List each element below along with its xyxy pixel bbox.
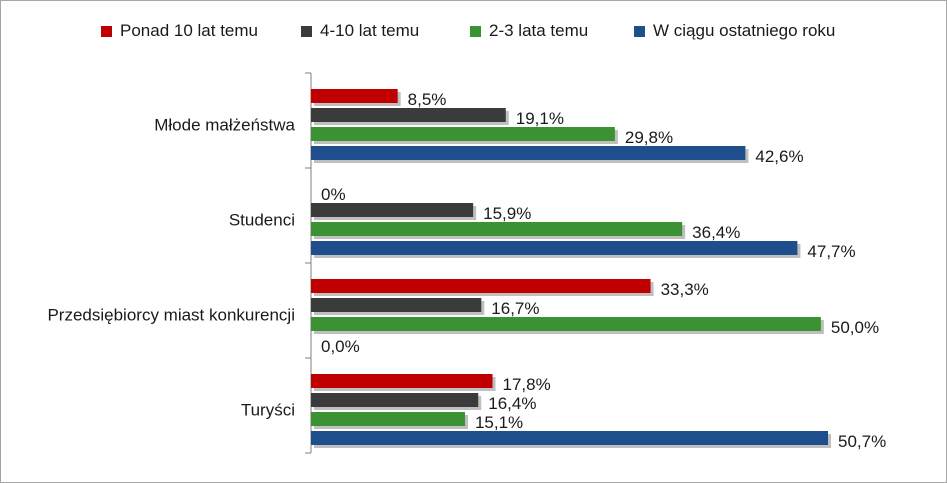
data-label: 47,7% (807, 242, 855, 261)
data-label: 15,9% (483, 204, 531, 223)
data-label: 50,7% (838, 432, 886, 451)
legend-label: 4-10 lat temu (320, 21, 420, 40)
data-label: 42,6% (755, 147, 803, 166)
data-label: 0% (321, 185, 346, 204)
bar (311, 412, 465, 426)
bar (311, 146, 746, 160)
bar (311, 241, 798, 255)
bar (311, 317, 821, 331)
data-label: 19,1% (516, 109, 564, 128)
bar (311, 108, 506, 122)
bar (311, 203, 474, 217)
bar (311, 393, 479, 407)
data-label: 15,1% (475, 413, 523, 432)
data-label: 17,8% (503, 375, 551, 394)
category-label: Młode małżeństwa (154, 116, 295, 135)
data-label: 16,4% (488, 394, 536, 413)
legend-item-2-3-lata: 2-3 lata temu (470, 21, 588, 41)
data-label: 8,5% (408, 90, 447, 109)
bar (311, 431, 828, 445)
category-label: Turyści (241, 401, 295, 420)
bar (311, 298, 482, 312)
data-label: 29,8% (625, 128, 673, 147)
legend-item-ostatni-rok: W ciągu ostatniego roku (634, 21, 835, 41)
bar (311, 127, 615, 141)
legend-swatch (101, 25, 112, 37)
data-label: 0,0% (321, 337, 360, 356)
legend-label: 2-3 lata temu (489, 21, 589, 40)
legend-swatch (301, 25, 312, 37)
legend-item-ponad-10-lat: Ponad 10 lat temu (101, 21, 258, 41)
legend-swatch (634, 25, 645, 37)
data-label: 33,3% (661, 280, 709, 299)
legend-label: Ponad 10 lat temu (120, 21, 258, 40)
data-label: 50,0% (831, 318, 879, 337)
data-label: 16,7% (491, 299, 539, 318)
data-label: 36,4% (692, 223, 740, 242)
bar (311, 374, 493, 388)
category-label: Studenci (229, 211, 295, 230)
category-label: Przedsiębiorcy miast konkurencji (47, 306, 295, 325)
bar (311, 89, 398, 103)
bar (311, 279, 651, 293)
legend-swatch (470, 25, 481, 37)
legend-item-4-10-lat: 4-10 lat temu (301, 21, 419, 41)
bar (311, 222, 683, 236)
legend-label: W ciągu ostatniego roku (653, 21, 836, 40)
